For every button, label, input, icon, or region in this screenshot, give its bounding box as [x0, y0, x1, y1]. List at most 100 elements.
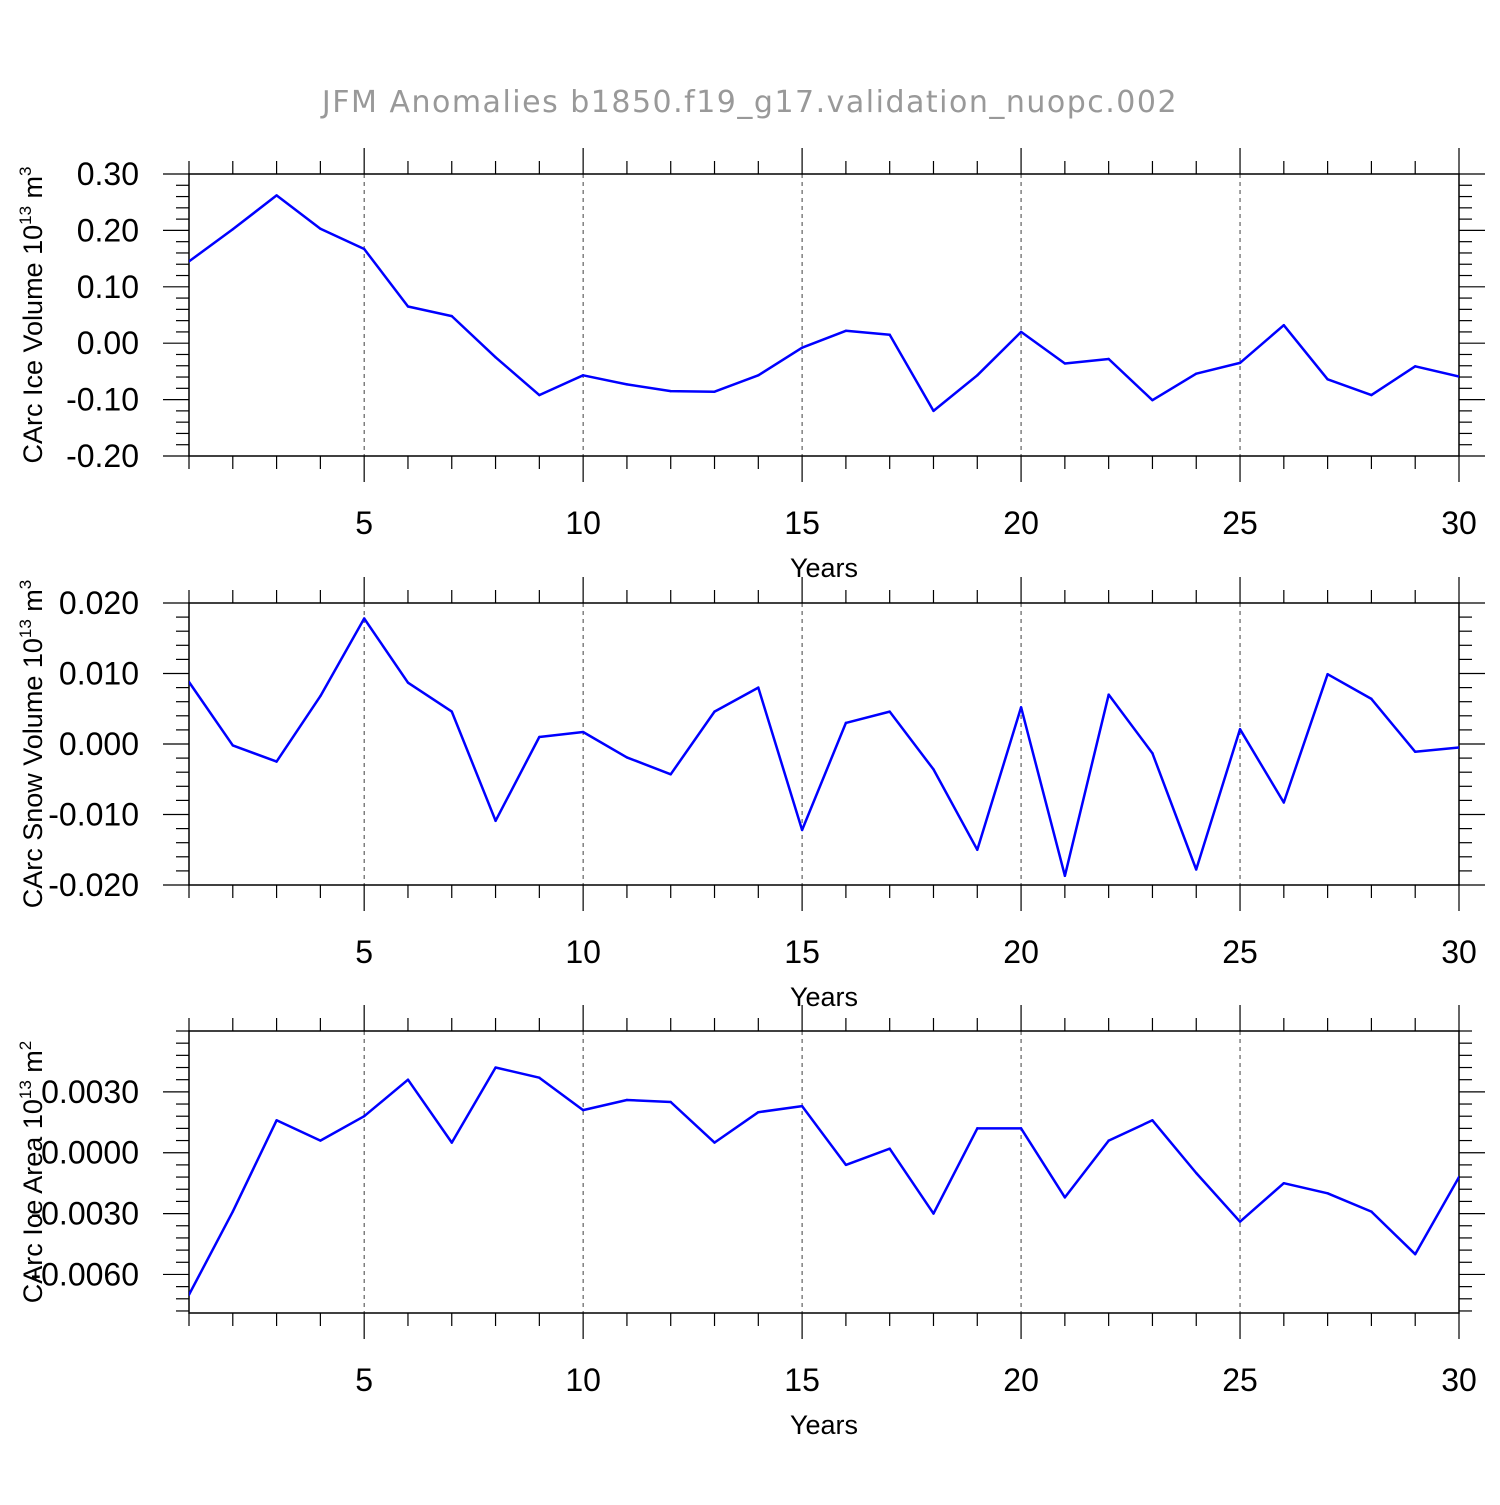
y-axis-label-text: CArc Ice Area 10 — [18, 1099, 48, 1303]
data-point — [932, 768, 935, 771]
data-point — [189, 260, 191, 263]
data-point — [1282, 1181, 1286, 1185]
data-point — [189, 680, 191, 684]
series-line — [189, 617, 1459, 878]
data-point — [1107, 693, 1110, 696]
series-line — [189, 1066, 1459, 1296]
data-point — [275, 760, 278, 763]
data-point — [494, 356, 497, 359]
x-axis-label: Years — [790, 1410, 858, 1440]
data-point — [1238, 361, 1242, 365]
data-point — [844, 329, 848, 332]
data-point — [1370, 697, 1373, 701]
data-point — [275, 1119, 278, 1122]
data-point — [888, 1147, 891, 1150]
data-point — [976, 848, 979, 851]
data-point — [932, 409, 935, 413]
data-point — [1107, 1139, 1110, 1142]
y-tick-label: 0.010 — [59, 656, 139, 692]
x-tick-label: 15 — [784, 505, 820, 541]
data-point — [406, 1078, 410, 1081]
y-axis-label-exponent: 13 — [16, 1080, 35, 1099]
data-point — [231, 744, 234, 747]
data-point — [1414, 365, 1417, 368]
plot-frame — [188, 173, 1460, 457]
y-axis-label: CArc Ice Area 1013 m2 — [16, 1041, 48, 1304]
data-point — [1457, 746, 1459, 749]
x-tick-label: 25 — [1222, 934, 1258, 970]
x-tick-label: 20 — [1003, 934, 1039, 970]
data-point — [362, 617, 366, 620]
data-point — [1195, 372, 1198, 375]
data-point — [625, 1098, 629, 1102]
data-point — [976, 1127, 979, 1130]
data-point — [1282, 801, 1286, 804]
data-point — [1326, 673, 1329, 676]
chart-panel: 5 10 15 20 25 30 0.0030 0.0000 -0.0030 -0.0060 Yea… — [16, 1005, 1485, 1440]
data-point — [450, 314, 453, 318]
x-tick-label: 15 — [784, 934, 820, 970]
data-point — [362, 247, 366, 251]
data-point — [932, 1212, 935, 1215]
chart-panel: 5 10 15 20 25 30 0.30 0.20 0.10 0.00 -0.10 -0.20 Yea… — [16, 148, 1485, 583]
y-tick-label: 0.00 — [77, 325, 139, 361]
y-axis-label: CArc Snow Volume 1013 m3 — [16, 580, 48, 909]
y-tick-label: 0.10 — [77, 269, 139, 305]
y-axis-label-text: CArc Ice Volume 10 — [18, 225, 48, 464]
x-tick-label: 10 — [565, 505, 601, 541]
x-tick-label: 5 — [355, 934, 373, 970]
y-tick-label: -0.20 — [66, 438, 139, 474]
x-tick-label: 30 — [1441, 505, 1477, 541]
y-axis-label-unit: m — [18, 589, 48, 619]
x-tick-label: 20 — [1003, 505, 1039, 541]
data-point — [888, 710, 891, 713]
data-point — [800, 828, 804, 832]
data-point — [189, 1293, 191, 1296]
data-point — [319, 694, 322, 698]
x-tick-label: 5 — [355, 505, 373, 541]
data-point — [1238, 727, 1242, 731]
data-point — [757, 374, 760, 377]
data-point — [888, 333, 891, 336]
data-point — [406, 681, 410, 684]
data-point — [669, 773, 672, 776]
y-axis-label-exponent: 13 — [16, 619, 35, 638]
data-point — [362, 1115, 366, 1118]
data-point — [319, 1139, 322, 1142]
chart-panel: 5 10 15 20 25 30 0.020 0.010 0.000 -0.010 -0.020 Ye… — [16, 577, 1485, 1012]
y-tick-label: 0.0000 — [41, 1135, 139, 1171]
data-point — [800, 346, 804, 349]
y-axis-label-unit: m — [18, 1050, 48, 1080]
data-point — [538, 735, 541, 739]
y-axis-label-exponent: 13 — [16, 206, 35, 225]
x-tick-label: 25 — [1222, 1362, 1258, 1398]
y-axis-label: CArc Ice Volume 1013 m3 — [16, 166, 48, 463]
y-tick-label: -0.0030 — [30, 1196, 139, 1232]
y-axis-label-unit: m — [18, 176, 48, 206]
data-point — [581, 374, 585, 377]
data-point — [1238, 1220, 1242, 1223]
data-point — [494, 819, 497, 823]
data-point — [1282, 323, 1286, 327]
x-tick-label: 10 — [565, 934, 601, 970]
y-tick-label: 0.20 — [77, 212, 139, 248]
data-point — [581, 730, 585, 734]
y-tick-label: -0.020 — [48, 867, 139, 903]
y-tick-label: -0.010 — [48, 797, 139, 833]
data-point — [1370, 1210, 1373, 1213]
data-point — [1370, 393, 1373, 397]
x-tick-label: 30 — [1441, 934, 1477, 970]
data-point — [713, 710, 716, 713]
y-tick-label: 0.30 — [77, 156, 139, 192]
y-axis-label-text: CArc Snow Volume 10 — [18, 638, 48, 908]
data-point — [757, 1110, 760, 1114]
x-axis-label: Years — [790, 982, 858, 1012]
data-point — [844, 1163, 848, 1167]
plot-frame — [188, 602, 1460, 886]
data-point — [757, 686, 760, 689]
data-point — [406, 305, 410, 308]
data-point — [669, 389, 672, 393]
figure-title: JFM Anomalies b1850.f19_g17.validation_n… — [320, 85, 1178, 120]
y-tick-label: -0.0060 — [30, 1256, 139, 1292]
data-point — [1019, 330, 1023, 334]
